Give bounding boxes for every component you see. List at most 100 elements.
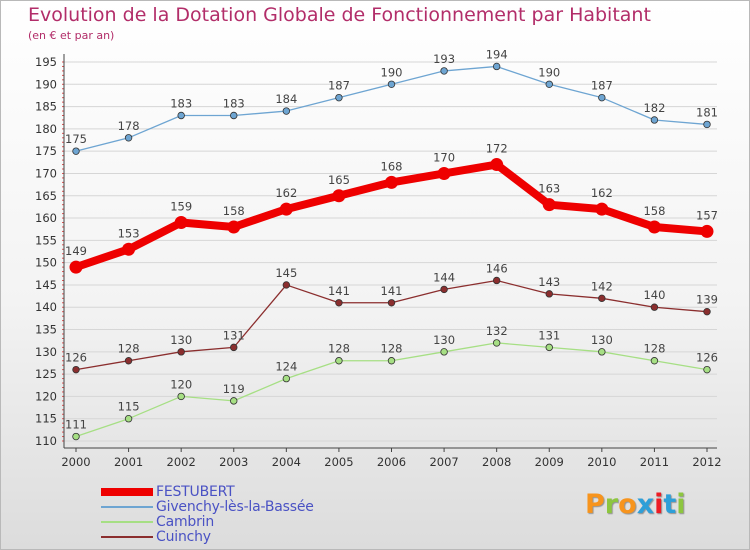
legend-swatch-cuinchy [101, 536, 153, 538]
point-festubert-2010 [595, 202, 609, 216]
data-label-givenchy-l-s-la-bass-e-2000: 175 [65, 132, 87, 146]
point-festubert-2009 [542, 198, 556, 212]
point-cambrin-2003 [230, 397, 238, 405]
y-tick-label-120: 120 [35, 389, 57, 403]
data-label-festubert-2003: 158 [223, 204, 245, 218]
y-tick-label-155: 155 [35, 233, 57, 247]
x-tick-label-2012: 2012 [692, 455, 721, 469]
legend-label-festubert: FESTUBERT [156, 484, 235, 500]
legend-item-cambrin: Cambrin [101, 514, 341, 530]
x-tick-label-2003: 2003 [219, 455, 248, 469]
point-cuinchy-2005 [335, 299, 343, 307]
point-festubert-2006 [385, 175, 398, 189]
legend-label-givenchy: Givenchy-lès-la-Bassée [156, 499, 314, 515]
legend-item-givenchy: Givenchy-lès-la-Bassée [101, 499, 341, 515]
data-label-givenchy-l-s-la-bass-e-2010: 187 [591, 79, 613, 93]
series-lines [69, 62, 714, 441]
data-label-festubert-2012: 157 [696, 208, 718, 222]
point-cambrin-2008 [492, 339, 501, 347]
point-cambrin-2006 [387, 357, 396, 365]
point-cuinchy-2003 [230, 343, 238, 352]
data-label-cuinchy-2008: 146 [486, 261, 508, 275]
legend-swatch-givenchy [101, 506, 153, 508]
point-cuinchy-2011 [650, 303, 659, 311]
proxiti-logo: Proxiti [585, 489, 686, 520]
x-tick-label-2011: 2011 [640, 455, 669, 469]
point-cuinchy-2000 [72, 365, 80, 374]
y-tick-label-150: 150 [35, 256, 57, 270]
data-label-cuinchy-2010: 142 [591, 279, 613, 293]
point-cambrin-2007 [440, 348, 448, 356]
point-givenchy-l-s-la-bass-e-2001 [124, 134, 133, 142]
point-givenchy-l-s-la-bass-e-2007 [440, 67, 448, 75]
y-tick-label-160: 160 [35, 211, 57, 225]
data-label-givenchy-l-s-la-bass-e-2008: 194 [486, 47, 508, 61]
legend-swatch-festubert [101, 488, 153, 496]
y-tick-label-190: 190 [35, 77, 57, 91]
data-label-givenchy-l-s-la-bass-e-2006: 190 [381, 65, 403, 79]
line-chart: 1101151201251301351401451501551601651701… [35, 47, 722, 469]
data-label-givenchy-l-s-la-bass-e-2004: 184 [275, 92, 297, 106]
point-givenchy-l-s-la-bass-e-2003 [230, 111, 238, 120]
y-tick-label-195: 195 [35, 55, 57, 69]
y-tick-label-170: 170 [35, 166, 57, 180]
y-tick-label-145: 145 [35, 278, 57, 292]
x-tick-label-2005: 2005 [324, 455, 353, 469]
data-label-cuinchy-2000: 126 [65, 351, 87, 365]
point-cambrin-2010 [598, 348, 606, 356]
x-tick-label-2004: 2004 [272, 455, 301, 469]
data-label-cambrin-2012: 126 [696, 351, 718, 365]
data-label-festubert-2010: 162 [591, 186, 613, 200]
point-cambrin-2004 [282, 374, 291, 383]
grid-lines [64, 61, 717, 442]
legend-label-cuinchy: Cuinchy [156, 529, 211, 545]
point-givenchy-l-s-la-bass-e-2011 [650, 116, 659, 124]
point-festubert-2008 [490, 158, 504, 172]
y-tick-label-165: 165 [35, 189, 57, 203]
y-tick-label-110: 110 [35, 434, 57, 448]
data-label-cambrin-2008: 132 [486, 324, 508, 338]
point-festubert-2003 [227, 220, 241, 234]
data-label-cambrin-2011: 128 [643, 342, 665, 356]
data-label-cambrin-2004: 124 [275, 360, 297, 374]
y-tick-label-180: 180 [35, 122, 57, 136]
point-festubert-2011 [647, 220, 661, 234]
data-label-festubert-2006: 168 [381, 159, 403, 173]
point-festubert-2005 [332, 189, 346, 203]
x-tick-label-2008: 2008 [482, 455, 511, 469]
y-tick-label-135: 135 [35, 323, 57, 337]
data-label-festubert-2005: 165 [328, 173, 350, 187]
data-label-festubert-2009: 163 [538, 182, 560, 196]
data-label-cuinchy-2009: 143 [538, 275, 560, 289]
point-festubert-2001 [122, 242, 136, 256]
data-label-cambrin-2006: 128 [381, 342, 403, 356]
point-festubert-2007 [437, 166, 451, 180]
point-givenchy-l-s-la-bass-e-2008 [492, 62, 501, 71]
point-cambrin-2012 [703, 365, 711, 374]
data-label-givenchy-l-s-la-bass-e-2002: 183 [170, 97, 192, 111]
x-tick-label-2001: 2001 [114, 455, 143, 469]
point-cuinchy-2010 [598, 294, 606, 303]
data-label-cuinchy-2007: 144 [433, 270, 455, 284]
data-labels: 175 178 183 183 184 187 190 193 194 190 187 182 181 1… [65, 47, 718, 431]
point-cuinchy-2009 [545, 290, 553, 298]
data-label-cambrin-2002: 120 [170, 377, 192, 391]
point-cuinchy-2007 [440, 285, 448, 294]
x-tick-label-2007: 2007 [429, 455, 458, 469]
y-tick-label-185: 185 [35, 100, 57, 114]
point-cuinchy-2006 [387, 299, 396, 307]
data-label-cambrin-2001: 115 [118, 400, 140, 414]
y-tick-label-175: 175 [35, 144, 57, 158]
data-label-festubert-2007: 170 [433, 150, 455, 164]
legend-swatch-cambrin [101, 521, 153, 523]
data-label-festubert-2001: 153 [118, 226, 140, 240]
point-givenchy-l-s-la-bass-e-2012 [703, 120, 711, 129]
point-cuinchy-2012 [703, 307, 711, 316]
y-tick-label-130: 130 [35, 345, 57, 359]
data-label-cambrin-2005: 128 [328, 342, 350, 356]
data-label-cambrin-2007: 130 [433, 333, 455, 347]
data-label-cuinchy-2002: 130 [170, 333, 192, 347]
axes: 110 115 120 125 130 135 140 145 150 155 160 165 170 1… [35, 54, 722, 469]
x-tick-label-2002: 2002 [167, 455, 196, 469]
chart-title: Evolution de la Dotation Globale de Fonc… [28, 4, 651, 26]
